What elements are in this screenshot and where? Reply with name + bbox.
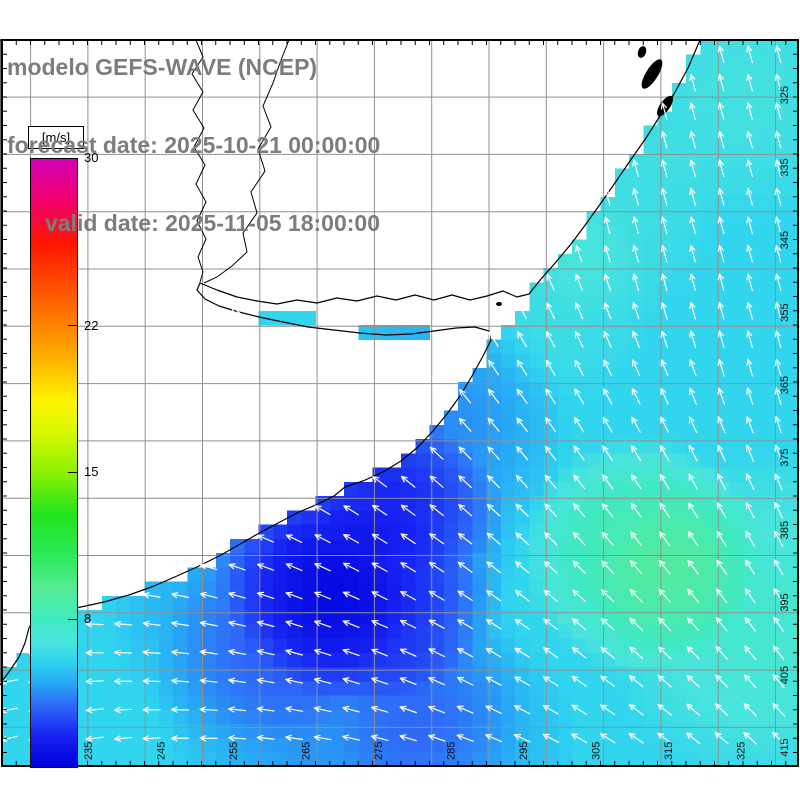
bottom-axis-label: 265 (301, 742, 313, 760)
valid-date: valid date: 2025-11-05 18:00:00 (45, 210, 380, 236)
forecast-date: forecast date: 2025-10-21 00:00:00 (7, 132, 381, 158)
colorbar-tick (68, 157, 78, 159)
bottom-axis-label: 325 (736, 742, 748, 760)
right-axis-label: 375 (779, 448, 791, 466)
frame-layer (1, 39, 799, 767)
bottom-axis-label: 235 (83, 742, 95, 760)
colorbar-tick (68, 325, 78, 327)
right-axis-label: 385 (779, 521, 791, 539)
right-axis-label: 405 (779, 666, 791, 684)
colorbar-unit-label: [m/s] (28, 126, 84, 149)
colorbar-tick (68, 618, 78, 620)
model-title: modelo GEFS-WAVE (NCEP) (7, 54, 318, 80)
colorbar-gradient (30, 158, 78, 768)
right-axis-label: 355 (779, 303, 791, 321)
right-axis-label: 335 (779, 158, 791, 176)
right-axis-label: 415 (779, 738, 791, 756)
bottom-axis-label: 315 (663, 742, 675, 760)
bottom-axis-label: 255 (228, 742, 240, 760)
ocean-cells-layer (2, 40, 799, 767)
bottom-axis-label: 275 (373, 742, 385, 760)
colorbar-tick (68, 471, 78, 473)
colorbar-tick-label: 15 (84, 464, 99, 480)
colorbar-tick-label: 8 (84, 611, 92, 627)
colorbar-tick-label: 22 (84, 317, 99, 333)
bottom-axis-label: 305 (591, 742, 603, 760)
axis-labels-layer: 325 335 345 355 365 375 385 395 405 415 235 245 255 2… (83, 86, 791, 760)
right-axis-label: 365 (779, 376, 791, 394)
bottom-axis-label: 285 (446, 742, 458, 760)
right-axis-label: 345 (779, 231, 791, 249)
wave-arrows-layer (0, 45, 786, 745)
right-axis-label: 325 (779, 86, 791, 104)
bottom-axis-label: 295 (518, 742, 530, 760)
colorbar-tick-label: 30 (84, 150, 99, 165)
header-titles: modelo GEFS-WAVE (NCEP) forecast date: 2… (7, 2, 380, 288)
bottom-axis-label: 245 (156, 742, 168, 760)
right-axis-label: 395 (779, 593, 791, 611)
colorbar: [m/s] 30 22 15 8 (28, 126, 150, 772)
